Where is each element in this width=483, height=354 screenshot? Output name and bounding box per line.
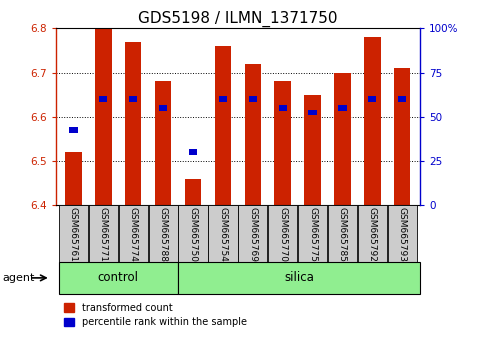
Bar xyxy=(185,179,201,205)
Bar xyxy=(238,205,268,262)
Bar xyxy=(99,96,108,102)
Bar xyxy=(274,81,291,205)
Bar xyxy=(215,46,231,205)
Text: GSM665774: GSM665774 xyxy=(129,207,138,262)
Bar xyxy=(65,152,82,205)
Bar xyxy=(394,68,411,205)
Text: GSM665750: GSM665750 xyxy=(188,207,198,262)
Text: control: control xyxy=(98,272,139,284)
Bar xyxy=(119,205,148,262)
Bar xyxy=(129,96,137,102)
Bar xyxy=(328,205,357,262)
Bar xyxy=(70,127,78,133)
Bar xyxy=(298,205,327,262)
Bar xyxy=(398,96,406,102)
Bar xyxy=(125,42,142,205)
Bar xyxy=(388,205,417,262)
Bar xyxy=(155,81,171,205)
Bar xyxy=(244,64,261,205)
Bar xyxy=(304,95,321,205)
Bar xyxy=(334,73,351,205)
Bar xyxy=(339,105,347,111)
Text: GSM665761: GSM665761 xyxy=(69,207,78,262)
Bar xyxy=(208,205,238,262)
Bar xyxy=(148,205,178,262)
Text: silica: silica xyxy=(284,272,314,284)
Bar xyxy=(159,105,167,111)
Text: GSM665775: GSM665775 xyxy=(308,207,317,262)
Bar xyxy=(219,96,227,102)
Bar xyxy=(59,205,88,262)
Title: GDS5198 / ILMN_1371750: GDS5198 / ILMN_1371750 xyxy=(138,11,338,27)
Bar xyxy=(309,109,317,115)
Bar xyxy=(89,205,118,262)
Text: GSM665792: GSM665792 xyxy=(368,207,377,262)
Text: GSM665788: GSM665788 xyxy=(158,207,168,262)
Bar xyxy=(364,37,381,205)
Bar xyxy=(268,205,298,262)
Bar xyxy=(279,105,287,111)
Text: agent: agent xyxy=(2,273,35,283)
Bar xyxy=(178,205,208,262)
Bar xyxy=(358,205,387,262)
Text: GSM665771: GSM665771 xyxy=(99,207,108,262)
Bar xyxy=(95,28,112,205)
Text: GSM665793: GSM665793 xyxy=(398,207,407,262)
Text: GSM665769: GSM665769 xyxy=(248,207,257,262)
Bar xyxy=(58,262,178,294)
Legend: transformed count, percentile rank within the sample: transformed count, percentile rank withi… xyxy=(60,299,251,331)
Text: GSM665770: GSM665770 xyxy=(278,207,287,262)
Text: GSM665754: GSM665754 xyxy=(218,207,227,262)
Bar xyxy=(178,262,420,294)
Bar xyxy=(368,96,376,102)
Bar xyxy=(189,149,197,155)
Text: GSM665785: GSM665785 xyxy=(338,207,347,262)
Bar xyxy=(249,96,257,102)
